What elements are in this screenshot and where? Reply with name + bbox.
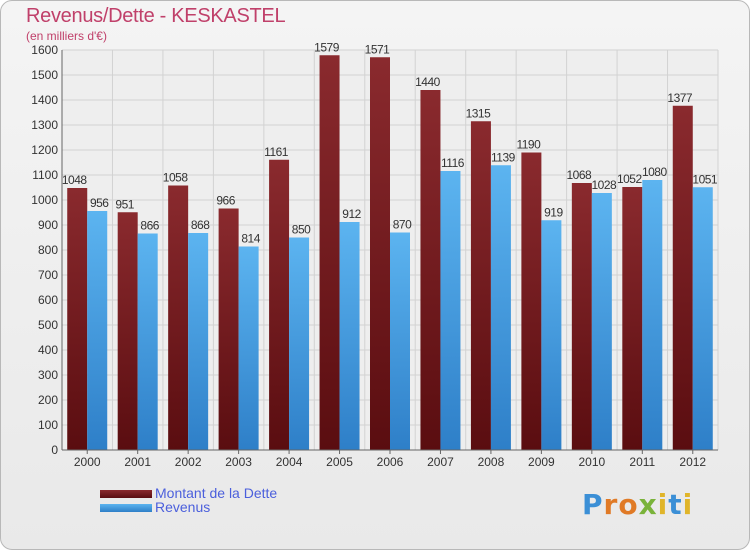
bar-revenue	[440, 171, 461, 450]
y-tick-label: 400	[38, 343, 58, 357]
bar-debt	[622, 187, 643, 450]
y-tick-label: 900	[38, 218, 58, 232]
data-label-revenue: 1051	[692, 172, 718, 186]
data-label-debt: 1315	[466, 106, 492, 120]
bar-debt	[571, 183, 592, 450]
bar-revenue	[339, 222, 360, 450]
logo-letter: x	[638, 488, 658, 521]
bar-debt	[420, 90, 441, 450]
bar-revenue	[490, 165, 511, 450]
bar-revenue	[137, 233, 158, 450]
data-label-debt: 1161	[264, 145, 289, 159]
bar-revenue	[238, 246, 259, 450]
data-label-revenue: 912	[342, 207, 361, 221]
x-tick-label: 2002	[175, 455, 202, 469]
y-tick-label: 1300	[31, 118, 58, 132]
data-label-revenue: 919	[544, 205, 563, 219]
logo-letter: P	[582, 488, 604, 521]
x-tick-label: 2006	[377, 455, 404, 469]
legend-swatch-debt	[100, 490, 152, 498]
x-tick-label: 2009	[528, 455, 555, 469]
x-tick-label: 2007	[427, 455, 454, 469]
y-tick-label: 300	[38, 368, 58, 382]
data-label-debt: 1058	[163, 171, 189, 185]
logo-letter: i	[657, 488, 669, 521]
data-label-revenue: 956	[90, 196, 109, 210]
bar-revenue	[188, 233, 209, 450]
bar-debt	[168, 185, 189, 450]
x-tick-label: 2003	[225, 455, 252, 469]
data-label-revenue: 870	[393, 218, 412, 232]
data-label-debt: 1048	[62, 173, 88, 187]
y-tick-label: 1600	[31, 43, 58, 57]
logo-letter: o	[618, 488, 639, 521]
x-tick-label: 2000	[74, 455, 101, 469]
y-tick-label: 1500	[31, 68, 58, 82]
y-tick-label: 0	[51, 443, 58, 457]
proxiti-logo: Proxiti	[582, 488, 693, 521]
chart-title: Revenus/Dette - KESKASTEL	[26, 5, 286, 27]
legend-label-revenue: Revenus	[155, 499, 211, 515]
y-tick-label: 500	[38, 318, 58, 332]
y-tick-label: 1100	[32, 168, 58, 182]
data-label-revenue: 868	[191, 218, 210, 232]
data-label-debt: 1440	[415, 75, 441, 89]
bar-revenue	[390, 232, 410, 450]
legend-label-debt: Montant de la Dette	[155, 485, 278, 501]
data-label-debt: 1571	[365, 42, 391, 56]
data-label-revenue: 866	[140, 219, 159, 233]
bar-revenue	[642, 180, 663, 450]
x-tick-label: 2008	[478, 455, 505, 469]
data-label-debt: 951	[115, 197, 134, 211]
y-tick-label: 200	[38, 393, 58, 407]
data-label-revenue: 1139	[491, 150, 516, 164]
bar-revenue	[591, 193, 612, 450]
bar-revenue	[87, 211, 108, 450]
data-label-debt: 1052	[617, 172, 643, 186]
x-tick-label: 2011	[629, 455, 655, 469]
bar-debt	[521, 152, 542, 450]
data-label-debt: 966	[216, 194, 235, 208]
bar-debt	[370, 57, 390, 450]
bar-debt	[672, 105, 693, 450]
bar-revenue	[289, 237, 310, 450]
logo-letter: i	[682, 488, 694, 521]
y-tick-label: 100	[38, 418, 58, 432]
y-tick-label: 700	[38, 268, 58, 282]
y-tick-label: 1400	[31, 93, 58, 107]
logo-letter: r	[603, 488, 619, 521]
data-label-debt: 1190	[516, 138, 541, 152]
data-label-debt: 1377	[667, 91, 693, 105]
y-tick-label: 1000	[31, 193, 58, 207]
data-label-debt: 1579	[314, 40, 340, 54]
x-tick-label: 2001	[124, 455, 151, 469]
bar-debt	[218, 208, 239, 450]
bar-debt	[67, 188, 88, 450]
logo-letter: t	[668, 488, 683, 521]
x-tick-label: 2010	[578, 455, 605, 469]
data-label-debt: 1068	[566, 168, 592, 182]
y-tick-label: 1200	[31, 143, 58, 157]
bar-debt	[319, 55, 340, 450]
y-tick-label: 800	[38, 243, 58, 257]
bar-debt	[117, 212, 138, 450]
bar-debt	[470, 121, 491, 450]
x-tick-label: 2005	[326, 455, 353, 469]
x-tick-label: 2004	[276, 455, 303, 469]
chart-subtitle: (en milliers d'€)	[26, 29, 107, 43]
data-label-revenue: 1080	[642, 165, 668, 179]
legend-swatch-revenue	[100, 504, 152, 512]
data-label-revenue: 850	[292, 223, 311, 237]
data-label-revenue: 1116	[441, 156, 465, 170]
bar-revenue	[541, 220, 562, 450]
bar-debt	[269, 159, 290, 450]
x-tick-label: 2012	[679, 455, 706, 469]
data-label-revenue: 1028	[591, 178, 617, 192]
y-tick-label: 600	[38, 293, 58, 307]
bar-revenue	[692, 187, 713, 450]
data-label-revenue: 814	[241, 232, 260, 246]
